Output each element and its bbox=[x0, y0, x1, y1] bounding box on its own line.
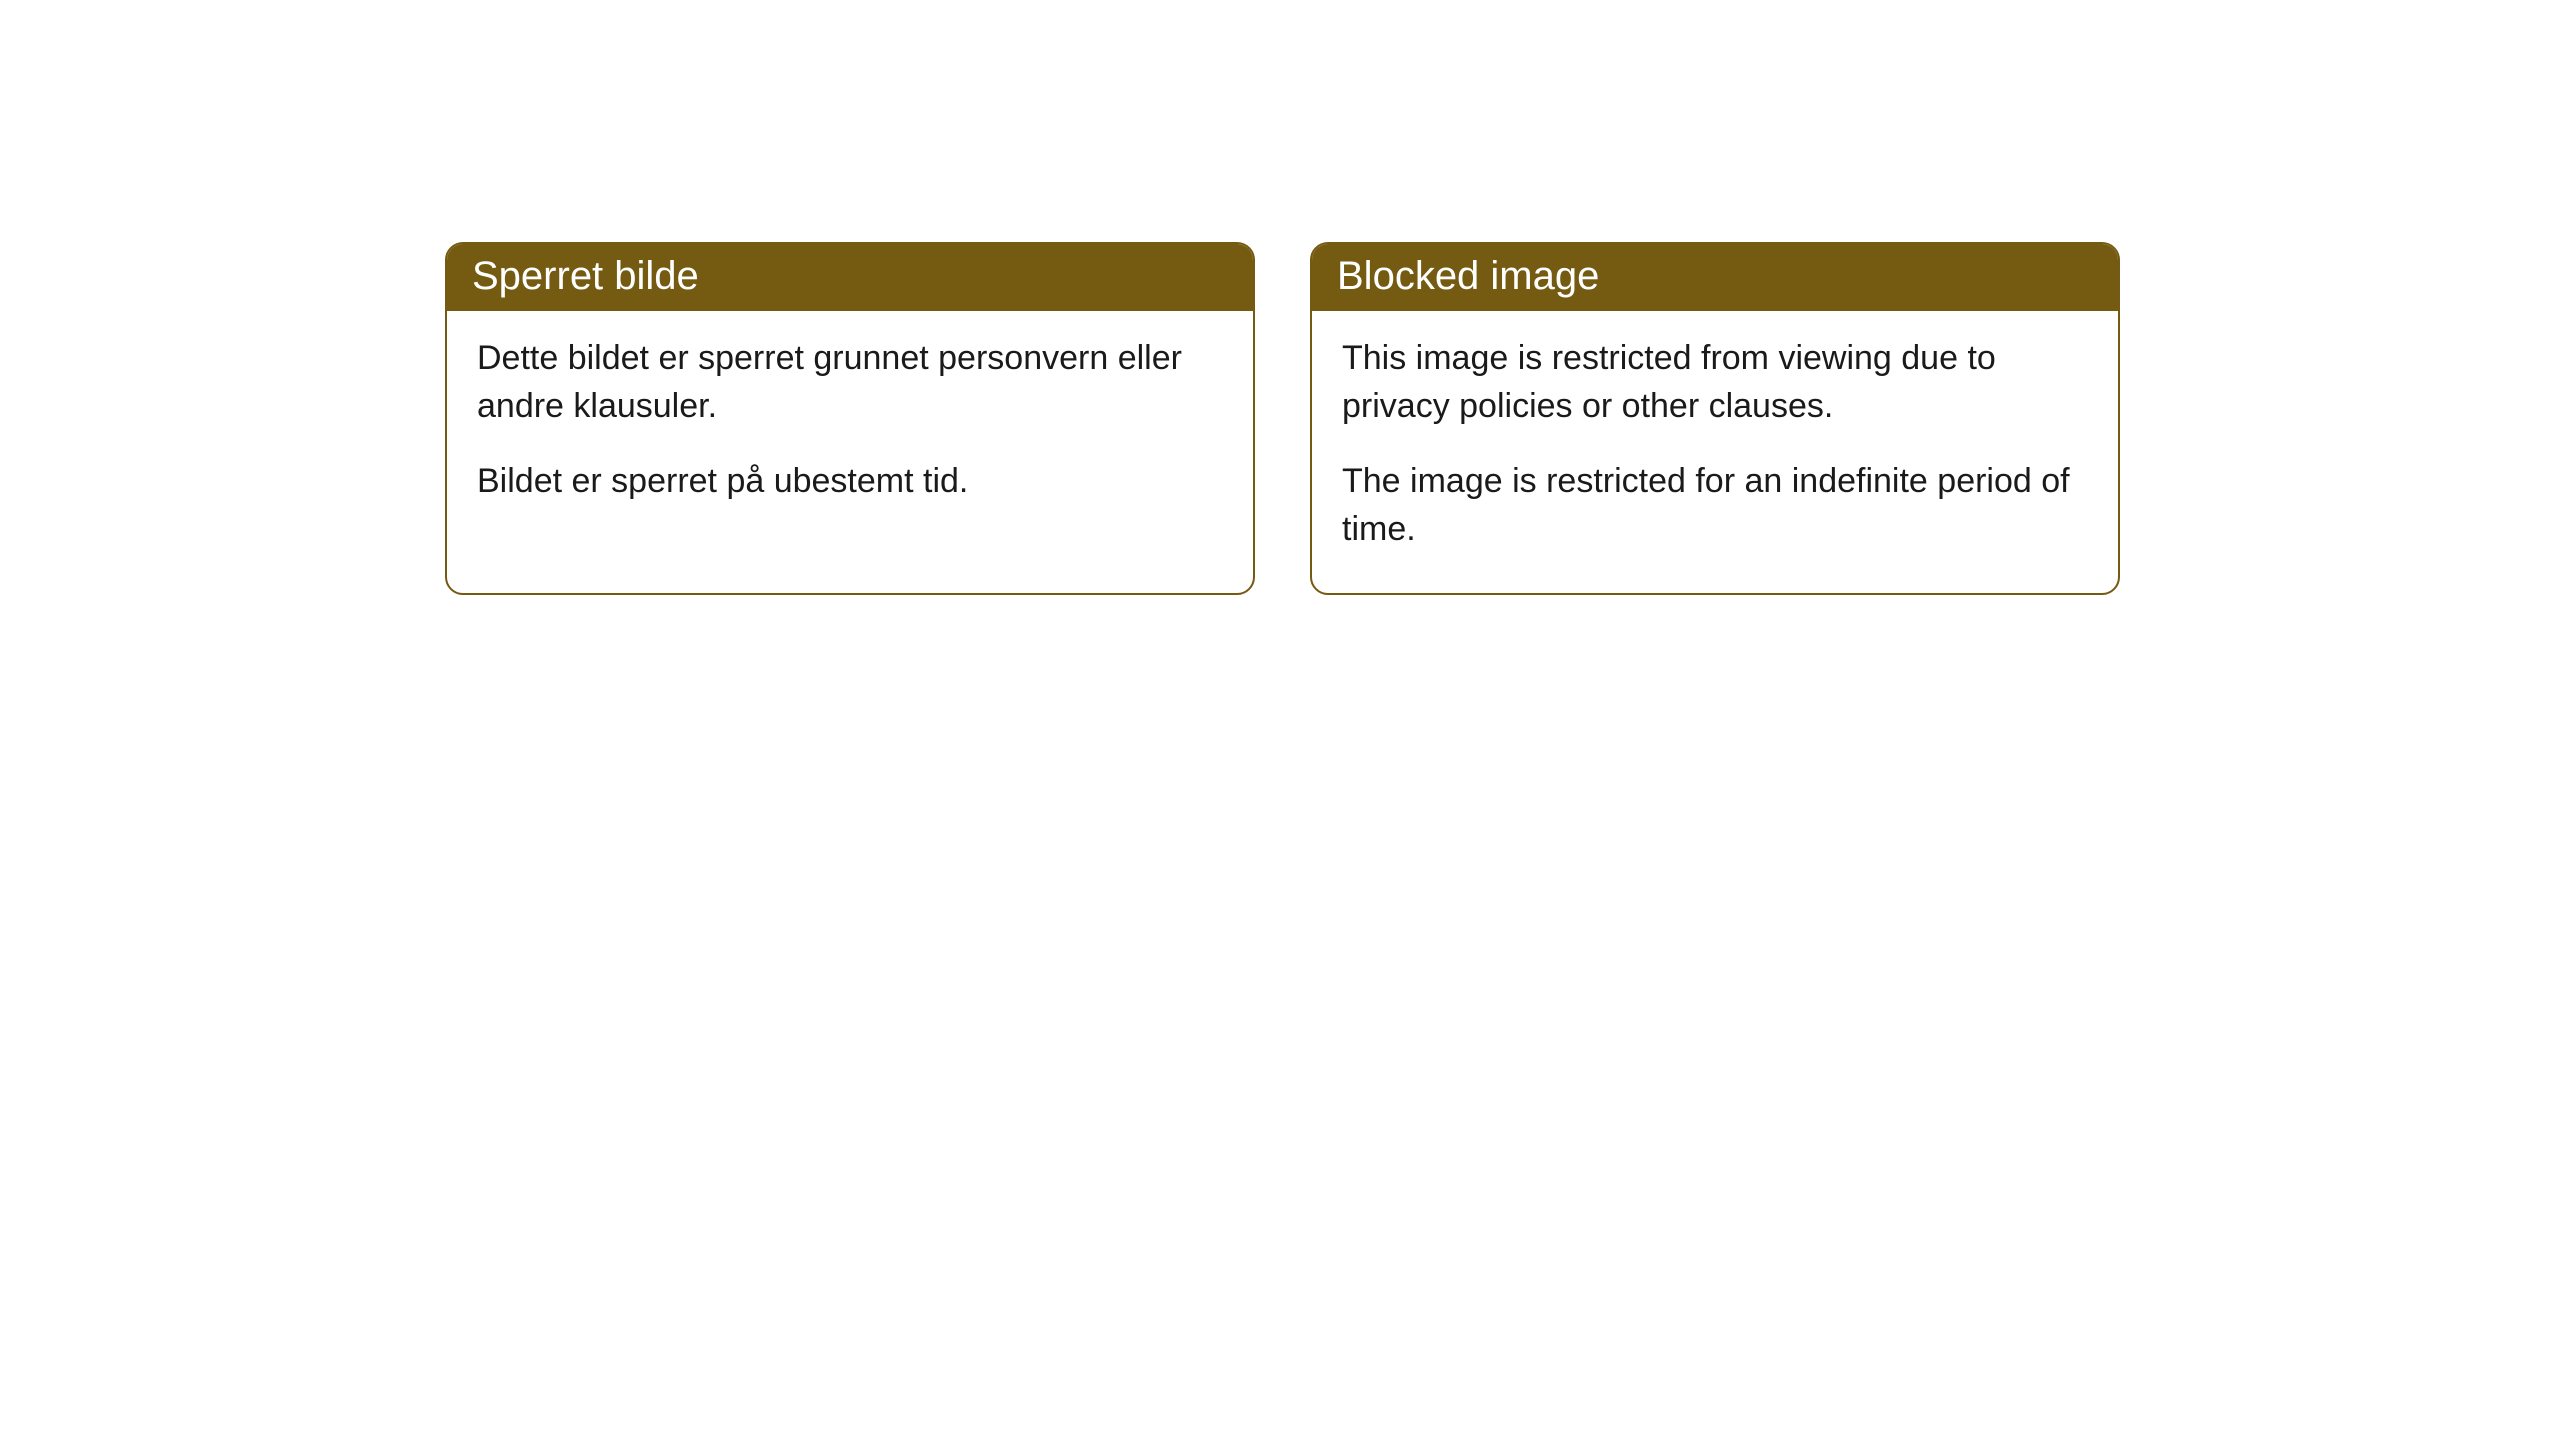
card-header-en: Blocked image bbox=[1312, 244, 2118, 311]
card-paragraph-2-no: Bildet er sperret på ubestemt tid. bbox=[477, 458, 1223, 506]
card-header-no: Sperret bilde bbox=[447, 244, 1253, 311]
blocked-image-card-no: Sperret bilde Dette bildet er sperret gr… bbox=[445, 242, 1255, 595]
card-paragraph-2-en: The image is restricted for an indefinit… bbox=[1342, 458, 2088, 553]
card-body-en: This image is restricted from viewing du… bbox=[1312, 311, 2118, 593]
notice-cards-container: Sperret bilde Dette bildet er sperret gr… bbox=[0, 0, 2560, 595]
card-body-no: Dette bildet er sperret grunnet personve… bbox=[447, 311, 1253, 546]
card-paragraph-1-en: This image is restricted from viewing du… bbox=[1342, 335, 2088, 430]
blocked-image-card-en: Blocked image This image is restricted f… bbox=[1310, 242, 2120, 595]
card-paragraph-1-no: Dette bildet er sperret grunnet personve… bbox=[477, 335, 1223, 430]
